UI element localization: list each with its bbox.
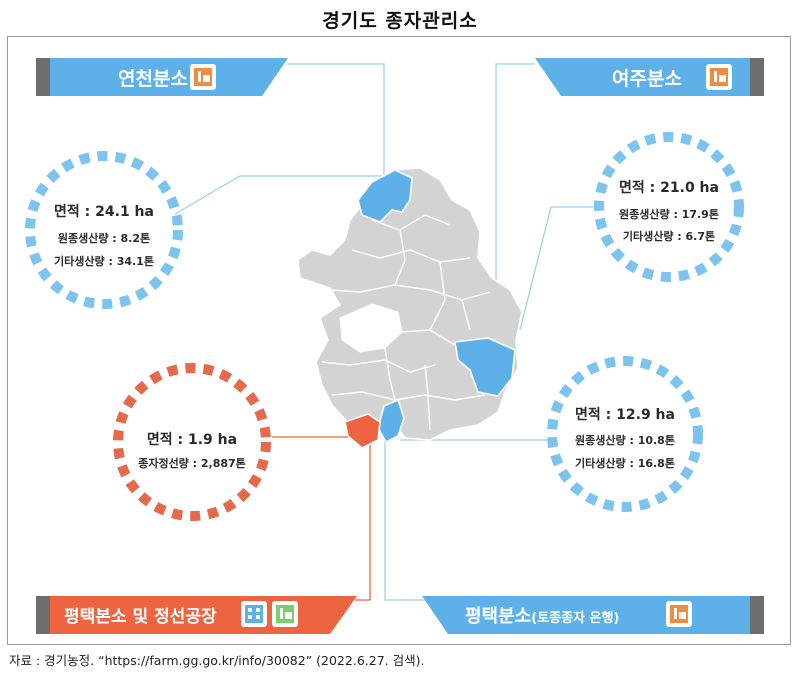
banner-yeoncheon: 연천분소 — [36, 58, 288, 96]
banner-pyeongtaek-branch: 평택분소(토종종자 은행) — [422, 596, 764, 634]
banner-yeoncheon-label: 연천분소 — [118, 68, 188, 90]
banner-pyeongtaek-branch-label: 평택분소(토종종자 은행) — [465, 606, 619, 627]
gyeonggi-map — [297, 167, 523, 449]
stat-area: 면적 : 21.0 ha — [619, 179, 719, 196]
stat-circle-pyeongtaek-branch — [547, 356, 703, 512]
stat-line: 원종생산량 : 10.8톤 — [575, 433, 675, 447]
stat-line: 기타생산량 : 34.1톤 — [54, 254, 154, 268]
factory-icon — [706, 64, 732, 90]
connector-pyeongtaek-branch — [384, 440, 430, 601]
stats-yeoju: 면적 : 21.0 ha 원종생산량 : 17.9톤 기타생산량 : 6.7톤 — [619, 179, 719, 243]
banner-yeoju: 여주분소 — [535, 58, 764, 96]
stat-line: 종자정선량 : 2,887톤 — [138, 456, 246, 470]
page-title: 경기도 종자관리소 — [322, 10, 478, 32]
map-region-pyeongtaek-main — [344, 413, 381, 449]
stat-area: 면적 : 24.1 ha — [54, 203, 154, 220]
factory-icon — [666, 601, 692, 627]
connector-yeoju — [495, 63, 535, 340]
banner-pyeongtaek-main-label: 평택본소 및 정선공장 — [64, 607, 217, 627]
stat-circle-yeoncheon — [25, 151, 183, 309]
banner-yeoju-label: 여주분소 — [612, 68, 682, 90]
connector-lines-orange — [272, 436, 371, 601]
map-seoul-hole — [339, 303, 403, 353]
factory-icon — [272, 601, 298, 627]
stats-yeoncheon: 면적 : 24.1 ha 원종생산량 : 8.2톤 기타생산량 : 34.1톤 — [54, 203, 154, 268]
connector-yeoncheon — [287, 63, 385, 176]
stat-line: 기타생산량 : 6.7톤 — [623, 229, 715, 243]
map-region-yeoju — [454, 337, 516, 397]
connector-yeoncheon-stats — [174, 175, 384, 215]
building-icon — [241, 601, 267, 627]
stats-pyeongtaek-branch: 면적 : 12.9 ha 원종생산량 : 10.8톤 기타생산량 : 16.8톤 — [575, 406, 675, 470]
stat-circle-yeoju — [594, 132, 744, 282]
map-base — [297, 167, 523, 441]
stat-line: 원종생산량 : 8.2톤 — [58, 231, 150, 245]
factory-icon — [190, 64, 216, 90]
source-note: 자료 : 경기농정. “https://farm.gg.go.kr/info/3… — [9, 653, 425, 668]
connector-pyeongtaek-main — [355, 440, 371, 601]
stat-circle-pyeongtaek-main — [113, 363, 271, 521]
map-region-yeoncheon — [357, 169, 413, 223]
connector-yeoju-stats — [519, 206, 600, 331]
stat-line: 원종생산량 : 17.9톤 — [619, 207, 719, 221]
stats-pyeongtaek-main: 면적 : 1.9 ha 종자정선량 : 2,887톤 — [138, 431, 246, 470]
banner-pyeongtaek-main: 평택본소 및 정선공장 — [36, 596, 357, 634]
stat-area: 면적 : 1.9 ha — [147, 431, 237, 448]
stat-line: 기타생산량 : 16.8톤 — [575, 456, 675, 470]
stat-area: 면적 : 12.9 ha — [575, 406, 675, 423]
connector-lines — [174, 63, 600, 601]
